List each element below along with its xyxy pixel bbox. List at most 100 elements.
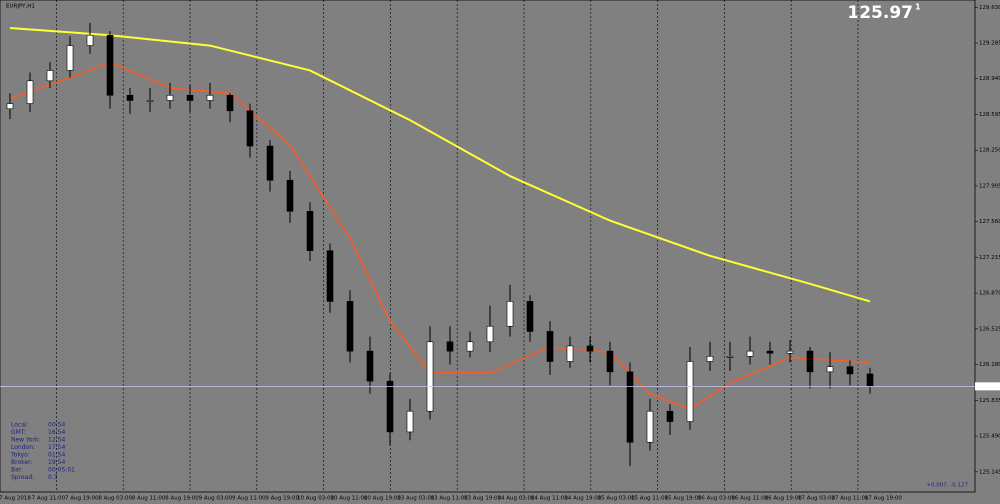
x-tick-label: 13 Aug 19:00 <box>464 496 502 502</box>
x-tick-label: 9 Aug 11:00 <box>232 496 266 502</box>
info-label: Local: <box>11 422 29 429</box>
info-value: 00:54 <box>48 422 65 429</box>
y-tick-label: 125.145 <box>979 469 1000 475</box>
x-tick-label: 13 Aug 03:00 <box>397 496 435 502</box>
candle-body <box>446 341 454 352</box>
x-tick-label: 8 Aug 03:00 <box>98 496 132 502</box>
bid-price: 125.97 <box>847 3 913 23</box>
candle-body <box>646 410 654 443</box>
candle-body <box>206 94 214 101</box>
plot-area <box>0 0 976 493</box>
symbol-title: EURJPY,H1 <box>6 4 35 10</box>
candle-body <box>406 410 414 433</box>
candle-body <box>606 350 614 373</box>
candle-body <box>826 366 834 373</box>
candle-body <box>586 345 594 352</box>
candle-body <box>766 350 774 354</box>
info-value: 19:54 <box>48 459 65 466</box>
candle-body <box>306 211 314 251</box>
candle-body <box>186 94 194 101</box>
candle-body <box>386 380 394 433</box>
info-value: 01:54 <box>48 452 65 459</box>
y-tick-label: 129.285 <box>979 40 1000 46</box>
x-tick-label: 10 Aug 19:00 <box>364 496 402 502</box>
candle-body <box>286 179 294 212</box>
x-tick-label: 8 Aug 19:00 <box>165 496 199 502</box>
x-tick-label: 7 Aug 2018 <box>0 496 31 502</box>
info-label: New York: <box>11 437 41 444</box>
x-tick-label: 8 Aug 11:00 <box>132 496 166 502</box>
y-tick-label: 128.595 <box>979 112 1000 118</box>
candle-body <box>526 301 534 332</box>
y-tick-label: 127.905 <box>979 183 1000 189</box>
bid-marker <box>975 382 1000 391</box>
x-tick-label: 14 Aug 19:00 <box>564 496 602 502</box>
x-tick-label: 14 Aug 11:00 <box>531 496 569 502</box>
candle-body <box>266 145 274 181</box>
x-tick-label: 17 Aug 11:00 <box>831 496 869 502</box>
y-tick-label: 127.560 <box>979 219 1000 225</box>
candle-body <box>506 301 514 327</box>
y-tick-label: 129.630 <box>979 5 1000 11</box>
x-tick-label: 9 Aug 19:00 <box>265 496 299 502</box>
info-value: 0.3 <box>48 474 58 481</box>
x-tick-label: 14 Aug 03:00 <box>497 496 535 502</box>
x-tick-label: 10 Aug 11:00 <box>330 496 368 502</box>
info-label: Bar: <box>11 467 23 474</box>
candle-body <box>6 103 14 110</box>
candle-body <box>566 345 574 362</box>
candle-body <box>326 250 334 302</box>
candle-body <box>666 410 674 422</box>
x-tick-label: 16 Aug 11:00 <box>731 496 769 502</box>
x-tick-label: 15 Aug 03:00 <box>598 496 636 502</box>
info-panel: Local: 00:54 GMT: 16:54 New York: 12:54 London… <box>10 422 75 482</box>
info-label: GMT: <box>11 429 26 436</box>
info-value: 16:54 <box>48 429 65 436</box>
y-tick-label: 125.490 <box>979 434 1000 440</box>
candle-body <box>226 94 234 112</box>
bid-superscript: 1 <box>915 3 921 12</box>
candle-body <box>466 341 474 352</box>
candle-body <box>726 356 734 358</box>
info-value: 00:05:01 <box>48 467 75 474</box>
candle-body <box>686 361 694 422</box>
info-value: 12:54 <box>48 437 65 444</box>
x-tick-label: 17 Aug 03:00 <box>798 496 836 502</box>
moving-average <box>9 26 871 303</box>
candle-body <box>366 350 374 382</box>
info-label: Spread: <box>11 474 34 481</box>
candle-body <box>626 371 634 443</box>
y-tick-label: 125.835 <box>979 398 1000 404</box>
candle-body <box>806 350 814 373</box>
candle-body <box>706 356 714 362</box>
x-tick-label: 16 Aug 03:00 <box>698 496 736 502</box>
candle-body <box>66 45 74 71</box>
candle-body <box>246 110 254 147</box>
candle-body <box>486 325 494 343</box>
info-label: London: <box>11 444 35 451</box>
x-tick-label: 15 Aug 19:00 <box>664 496 702 502</box>
x-tick-label: 13 Aug 11:00 <box>431 496 469 502</box>
candle-body <box>546 331 554 362</box>
y-tick-label: 126.870 <box>979 291 1000 297</box>
candle-body <box>146 100 154 102</box>
candle-body <box>26 80 34 104</box>
candle-body <box>346 301 354 352</box>
candle-body <box>86 34 94 46</box>
x-tick-label: 15 Aug 11:00 <box>631 496 669 502</box>
y-tick-label: 126.525 <box>979 326 1000 332</box>
x-tick-label: 16 Aug 19:00 <box>765 496 803 502</box>
info-value: 17:54 <box>48 444 65 451</box>
footer-note: +0.007, -0.127 <box>926 483 968 489</box>
candle-body <box>846 366 854 375</box>
y-tick-label: 127.215 <box>979 255 1000 261</box>
candle-body <box>746 350 754 357</box>
info-label: Broker: <box>11 459 32 466</box>
candle-body <box>786 350 794 354</box>
x-tick-label: 9 Aug 03:00 <box>199 496 233 502</box>
y-tick-label: 126.180 <box>979 362 1000 368</box>
x-tick-label: 10 Aug 03:00 <box>297 496 335 502</box>
x-tick-label: 7 Aug 19:00 <box>65 496 99 502</box>
